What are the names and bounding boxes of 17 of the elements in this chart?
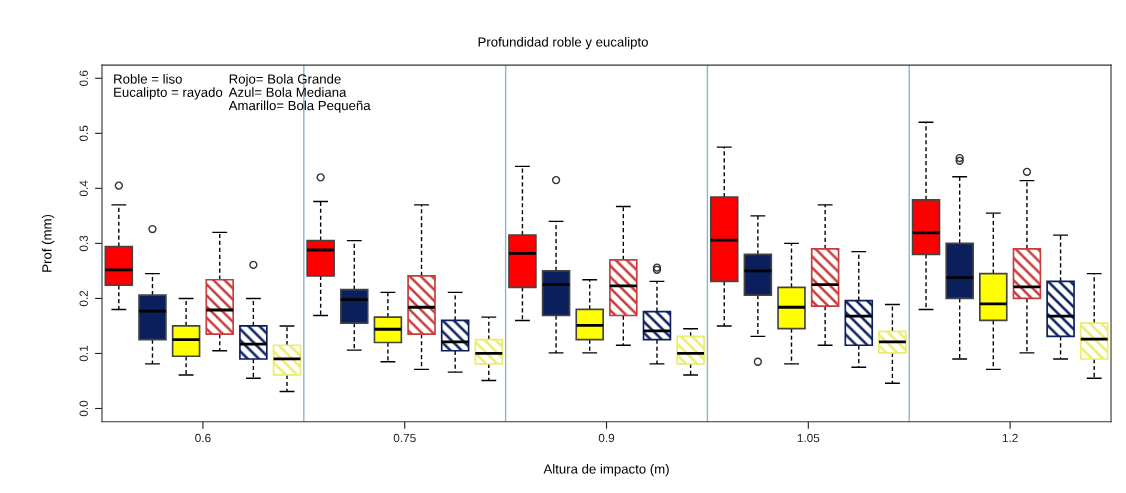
annotation: Roble = liso Eucalipto = rayado <box>114 73 223 100</box>
x-tick-label: 1.05 <box>797 433 820 443</box>
y-tick-label: 0.0 <box>79 400 88 417</box>
x-tick-label: 0.6 <box>195 433 211 443</box>
chart-title: Profundidad roble y eucalipto <box>478 36 648 50</box>
x-axis-title: Altura de impacto (m) <box>543 463 669 477</box>
x-tick-label: 0.9 <box>598 433 615 443</box>
y-tick-label: 0.2 <box>79 290 88 307</box>
x-tick-label: 1.2 <box>1002 433 1018 443</box>
y-tick-label: 0.5 <box>79 125 88 142</box>
y-tick-label: 0.6 <box>79 70 88 87</box>
y-tick-label: 0.1 <box>79 345 88 362</box>
y-tick-label: 0.4 <box>79 180 88 197</box>
y-axis-title: Prof (mm) <box>41 214 55 272</box>
annotation: Rojo= Bola Grande Azul= Bola Mediana Amarillo= Bola Pequeña <box>228 73 371 113</box>
x-tick-label: 0.75 <box>393 433 416 443</box>
y-tick-label: 0.3 <box>79 235 88 252</box>
